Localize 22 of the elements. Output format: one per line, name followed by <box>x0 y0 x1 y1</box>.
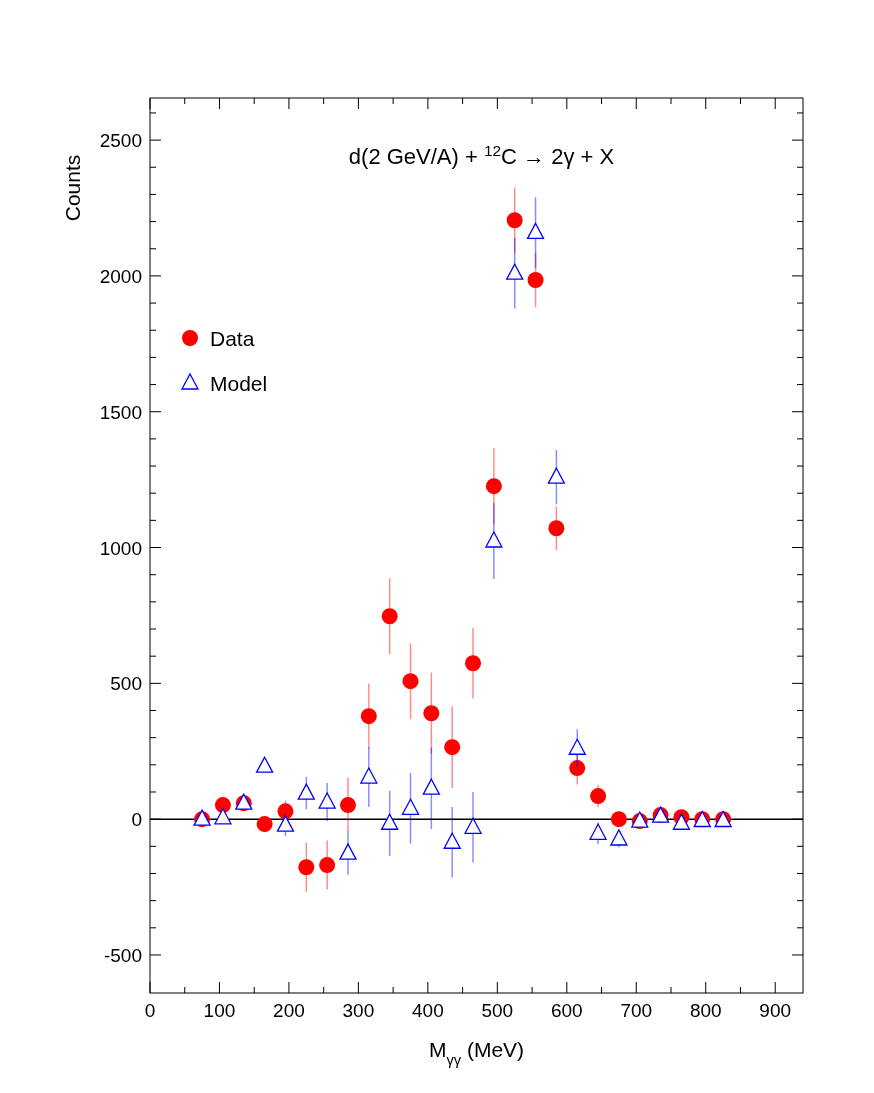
x-tick-label: 100 <box>203 1000 236 1021</box>
legend-label: Data <box>210 327 255 350</box>
y-tick-label: 2500 <box>99 130 142 152</box>
x-tick-label: 700 <box>620 1000 653 1021</box>
x-tick-label: 800 <box>689 1000 722 1021</box>
x-tick-label: 300 <box>342 1000 375 1021</box>
y-axis-title: Counts <box>61 154 84 222</box>
y-tick-label: 2000 <box>99 265 142 287</box>
y-tick-label: 0 <box>131 809 142 831</box>
x-tick-label: 200 <box>273 1000 305 1021</box>
x-tick-label: 400 <box>412 1000 444 1021</box>
y-tick-label: 500 <box>110 673 142 695</box>
x-axis-title: M$_{γγ}$ (MeV) <box>428 1038 525 1068</box>
y-tick-label: -500 <box>103 944 142 966</box>
text: d(2 GeV/A) + $^{12}$C → 2γ + X <box>348 141 615 169</box>
x-tick-label: 0 <box>144 1000 156 1021</box>
x-tick-label: 500 <box>481 1000 514 1021</box>
x-tick-label: 600 <box>550 1000 583 1021</box>
y-tick-label: 1500 <box>99 401 142 423</box>
legend-label: Model <box>210 372 268 395</box>
y-tick-label: 1000 <box>99 537 142 559</box>
x-tick-label: 900 <box>759 1000 792 1021</box>
